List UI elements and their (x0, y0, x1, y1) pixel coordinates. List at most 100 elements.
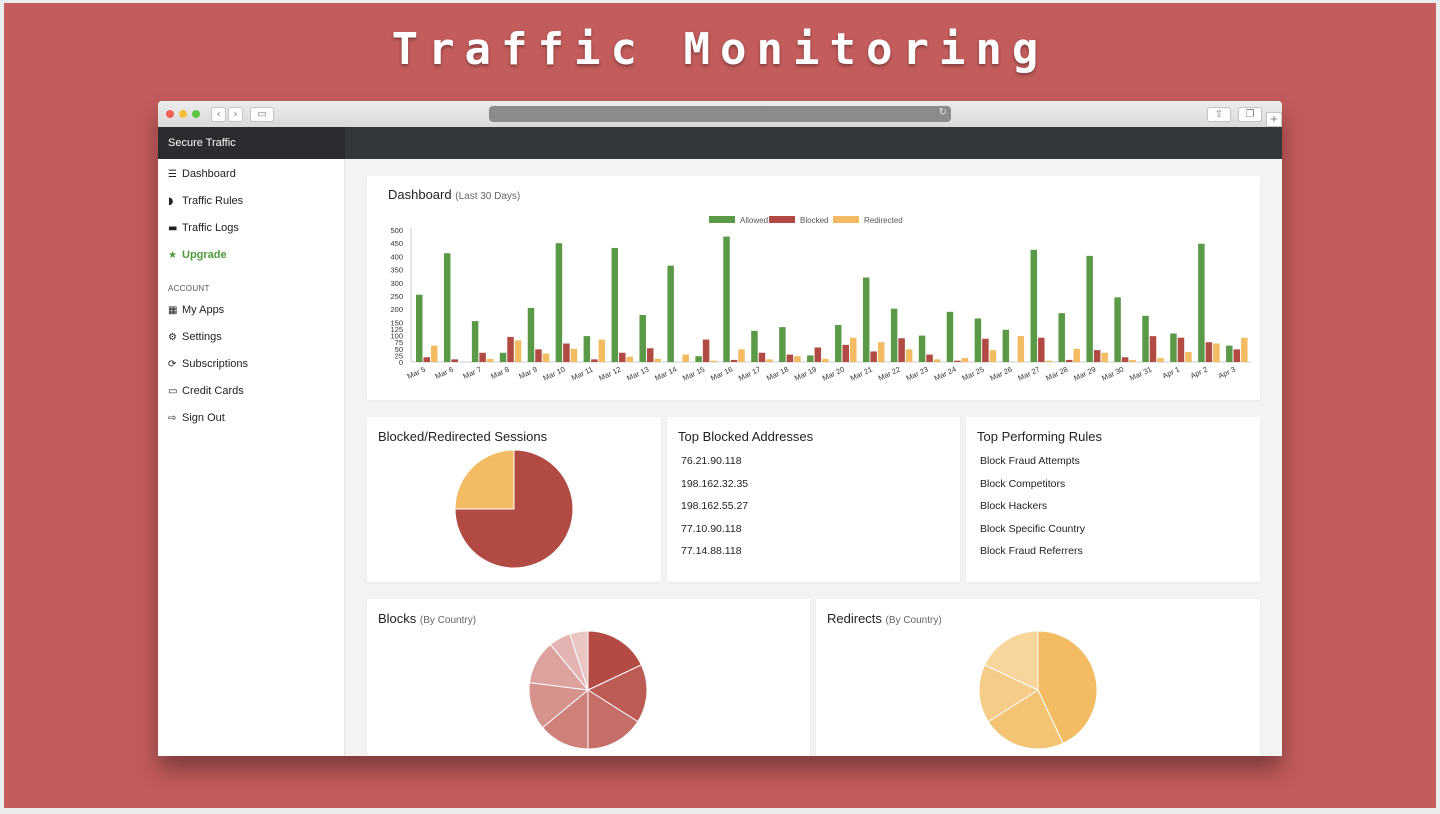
pie-slice-session[interactable] (454, 449, 515, 510)
bar-allowed[interactable] (1198, 243, 1205, 362)
bar-allowed[interactable] (807, 355, 814, 362)
bar-blocked[interactable] (1121, 357, 1129, 362)
rule-item[interactable]: Block Specific Country (980, 523, 1086, 535)
sidebar-item-traffic-logs[interactable]: ▬ Traffic Logs (168, 219, 239, 237)
sidebar-item-traffic-rules[interactable]: ◗ Traffic Rules (168, 192, 243, 210)
bar-allowed[interactable] (1086, 255, 1093, 362)
bar-redirected[interactable] (486, 358, 494, 362)
bar-blocked[interactable] (479, 352, 486, 362)
address-bar[interactable]: ↻ (489, 106, 951, 122)
pie-slice-blocks-country[interactable] (586, 664, 648, 723)
bar-allowed[interactable] (471, 321, 479, 362)
bar-allowed[interactable] (1226, 345, 1233, 362)
bar-redirected[interactable] (961, 358, 969, 362)
bar-blocked[interactable] (423, 357, 431, 362)
bar-redirected[interactable] (1157, 358, 1164, 362)
bar-redirected[interactable] (905, 349, 913, 362)
bar-blocked[interactable] (1065, 359, 1073, 362)
address-item[interactable]: 198.162.32.35 (681, 478, 749, 490)
pie-slice-redirects-country[interactable] (1037, 630, 1098, 745)
bar-allowed[interactable] (416, 294, 423, 362)
sidebar-item-sign-out[interactable]: ⇨ Sign Out (168, 409, 225, 427)
bar-allowed[interactable] (1058, 313, 1065, 362)
tabs-overview-icon[interactable]: ❐ (1238, 107, 1262, 122)
bar-redirected[interactable] (542, 353, 550, 362)
rule-item[interactable]: Block Fraud Attempts (980, 455, 1080, 467)
bar-blocked[interactable] (563, 343, 570, 362)
bar-redirected[interactable] (570, 348, 578, 362)
bar-redirected[interactable] (626, 356, 634, 362)
rule-item[interactable]: Block Competitors (980, 478, 1066, 490)
reload-icon[interactable]: ↻ (938, 107, 947, 118)
bar-blocked[interactable] (786, 354, 794, 362)
address-item[interactable]: 76.21.90.118 (681, 455, 742, 467)
bar-redirected[interactable] (850, 337, 857, 362)
bar-allowed[interactable] (443, 253, 451, 362)
sidebar-item-upgrade[interactable]: ★ Upgrade (168, 246, 227, 264)
pie-slice-blocks-country[interactable] (541, 688, 589, 750)
bar-allowed[interactable] (1114, 297, 1121, 362)
address-item[interactable]: 77.10.90.118 (681, 523, 742, 535)
sidebar-item-dashboard[interactable]: ☰ Dashboard (168, 165, 236, 183)
bar-allowed[interactable] (499, 352, 507, 362)
bar-blocked[interactable] (1038, 337, 1045, 362)
bar-allowed[interactable] (695, 356, 702, 362)
bar-allowed[interactable] (667, 265, 674, 362)
bar-redirected[interactable] (654, 358, 661, 362)
bar-blocked[interactable] (507, 336, 514, 362)
bar-redirected[interactable] (1241, 337, 1248, 362)
pie-slice-blocks-country[interactable] (569, 630, 589, 691)
bar-redirected[interactable] (1213, 343, 1220, 362)
bar-allowed[interactable] (1002, 329, 1010, 362)
bar-allowed[interactable] (639, 315, 646, 362)
sidebar-item-credit-cards[interactable]: ▭ Credit Cards (168, 382, 244, 400)
bar-allowed[interactable] (918, 335, 926, 362)
bar-allowed[interactable] (862, 277, 870, 362)
bar-blocked[interactable] (1205, 342, 1213, 362)
bar-blocked[interactable] (646, 348, 654, 362)
bar-allowed[interactable] (779, 327, 786, 362)
bar-blocked[interactable] (842, 344, 850, 362)
bar-blocked[interactable] (702, 339, 710, 362)
pie-slice-blocks-country[interactable] (587, 689, 639, 750)
bar-blocked[interactable] (1233, 349, 1241, 362)
bar-blocked[interactable] (926, 354, 933, 362)
bar-blocked[interactable] (1093, 350, 1101, 362)
app-brand[interactable]: Secure Traffic (158, 127, 345, 159)
bar-redirected[interactable] (989, 350, 997, 362)
pie-slice-redirects-country[interactable] (983, 630, 1039, 691)
bar-allowed[interactable] (527, 307, 535, 362)
bar-blocked[interactable] (451, 359, 458, 362)
bar-redirected[interactable] (710, 360, 717, 362)
bar-allowed[interactable] (1030, 249, 1038, 362)
forward-arrow-icon[interactable]: › (228, 107, 243, 122)
pie-slice-redirects-country[interactable] (987, 689, 1064, 750)
bar-redirected[interactable] (1045, 360, 1053, 362)
pie-slice-session[interactable] (454, 449, 574, 569)
bar-blocked[interactable] (1149, 336, 1157, 362)
bar-redirected[interactable] (1129, 359, 1136, 362)
bar-allowed[interactable] (611, 247, 619, 362)
bar-allowed[interactable] (751, 330, 758, 362)
bar-blocked[interactable] (814, 347, 822, 362)
address-item[interactable]: 77.14.88.118 (681, 545, 742, 557)
bar-redirected[interactable] (794, 356, 801, 362)
sidebar-item-my-apps[interactable]: ▦ My Apps (168, 301, 224, 319)
bar-redirected[interactable] (738, 349, 745, 362)
sidebar-toggle-icon[interactable]: ▭ (250, 107, 274, 122)
bar-allowed[interactable] (723, 236, 730, 362)
bar-blocked[interactable] (870, 351, 877, 362)
rule-item[interactable]: Block Hackers (980, 500, 1048, 512)
bar-allowed[interactable] (835, 325, 842, 362)
pie-slice-blocks-country[interactable] (587, 630, 643, 691)
maximize-window-icon[interactable] (192, 110, 200, 118)
bar-blocked[interactable] (730, 359, 738, 362)
new-tab-icon[interactable]: + (1266, 112, 1282, 127)
bar-blocked[interactable] (898, 338, 905, 362)
pie-slice-redirects-country[interactable] (978, 664, 1040, 723)
bar-blocked[interactable] (619, 352, 626, 362)
bar-redirected[interactable] (1073, 348, 1080, 362)
bar-redirected[interactable] (766, 359, 773, 362)
bar-allowed[interactable] (1142, 315, 1149, 362)
bar-allowed[interactable] (974, 318, 982, 362)
